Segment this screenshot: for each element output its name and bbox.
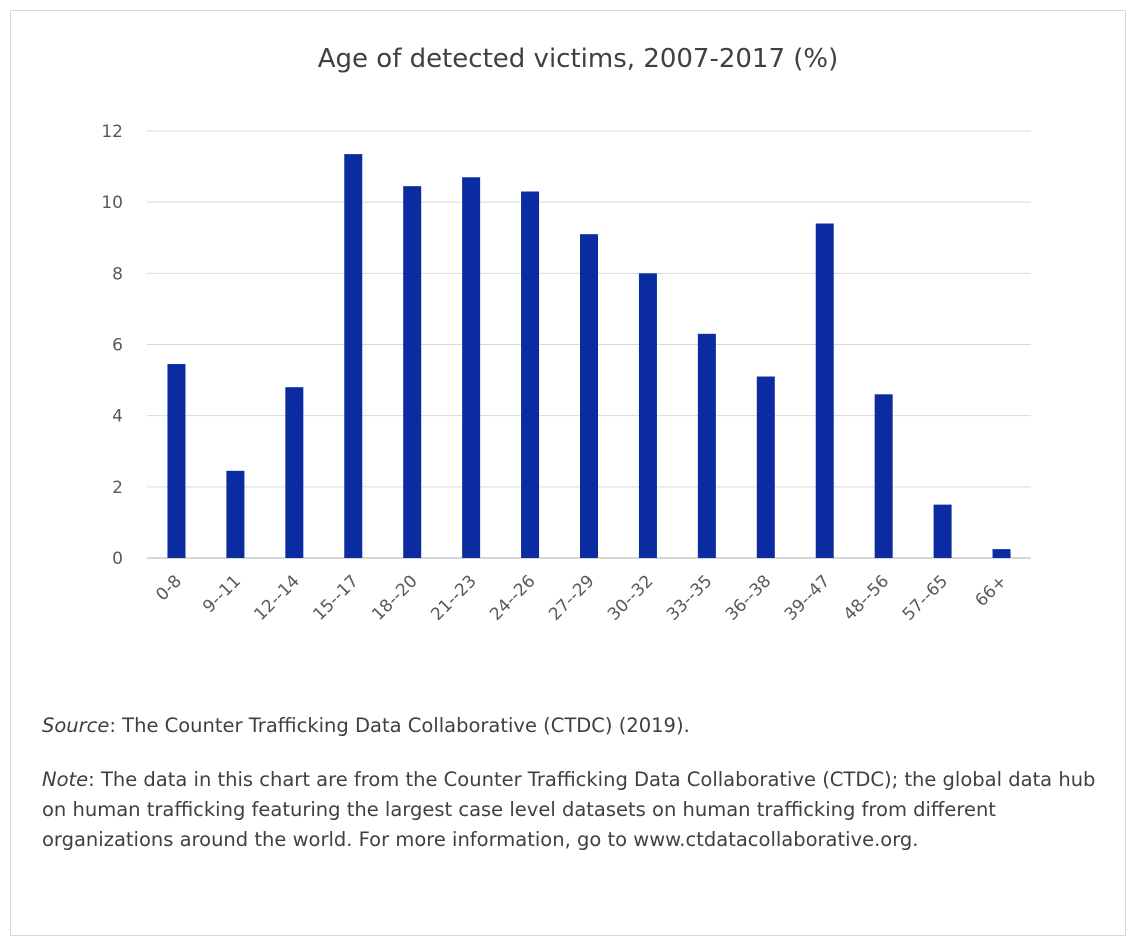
bar-30--32 bbox=[638, 273, 657, 558]
x-tick-label: 48--56 bbox=[840, 571, 893, 624]
bar-48--56 bbox=[874, 394, 893, 558]
bar-27--29 bbox=[580, 234, 598, 559]
source-text: : The Counter Trafficking Data Collabora… bbox=[109, 714, 690, 737]
x-tick-label: 39--47 bbox=[781, 571, 834, 624]
note-text: : The data in this chart are from the Co… bbox=[42, 768, 1096, 851]
x-tick-label: 21--23 bbox=[427, 571, 480, 624]
x-tick-label: 33--35 bbox=[663, 571, 716, 624]
x-tick-label: 66+ bbox=[972, 571, 1012, 611]
bar-18--20 bbox=[403, 186, 422, 558]
bar-57--65 bbox=[933, 504, 952, 558]
chart-frame: Age of detected victims, 2007-2017 (%) 0… bbox=[10, 10, 1126, 936]
chart-notes: Source: The Counter Trafficking Data Col… bbox=[42, 711, 1102, 879]
bar-24--26 bbox=[521, 191, 540, 558]
y-tick-label: 10 bbox=[101, 193, 123, 213]
bar-33--35 bbox=[697, 333, 716, 558]
bar-chart: Age of detected victims, 2007-2017 (%) 0… bbox=[101, 44, 1031, 625]
x-tick-label: 36--38 bbox=[722, 571, 775, 624]
bars bbox=[167, 154, 1011, 559]
bar-12--14 bbox=[285, 387, 304, 558]
source-note: Source: The Counter Trafficking Data Col… bbox=[42, 711, 1102, 741]
bar-39--47 bbox=[815, 223, 834, 558]
x-tick-label: 27--29 bbox=[545, 571, 598, 624]
y-tick-label: 12 bbox=[101, 122, 123, 142]
x-tick-label: 12--14 bbox=[250, 571, 303, 624]
x-tick-label: 0-8 bbox=[152, 571, 186, 605]
y-tick-label: 4 bbox=[112, 407, 123, 427]
x-tick-label: 57--65 bbox=[899, 571, 952, 624]
bar-36--38 bbox=[756, 376, 775, 558]
x-tick-label: 24--26 bbox=[486, 571, 539, 624]
y-tick-label: 0 bbox=[112, 549, 123, 569]
y-axis-ticks: 0 2 4 6 8 10 12 bbox=[101, 122, 123, 569]
bar-15--17 bbox=[344, 154, 363, 559]
x-tick-label: 18--20 bbox=[368, 571, 421, 624]
y-tick-label: 6 bbox=[112, 336, 123, 356]
x-axis-ticks: 0-8 9--11 12--14 15--17 18--20 21--23 24--26 27… bbox=[152, 571, 1011, 624]
bar-0-8 bbox=[167, 364, 186, 558]
x-tick-label: 9--11 bbox=[199, 571, 245, 617]
y-tick-label: 8 bbox=[112, 264, 123, 284]
bar-21--23 bbox=[462, 177, 481, 558]
source-label: Source bbox=[42, 714, 110, 737]
x-tick-label: 15--17 bbox=[309, 571, 362, 624]
note-label: Note bbox=[42, 768, 89, 791]
chart-title: Age of detected victims, 2007-2017 (%) bbox=[318, 44, 839, 74]
bar-9--11 bbox=[226, 470, 245, 558]
bar-66+ bbox=[992, 549, 1011, 558]
note-paragraph: Note: The data in this chart are from th… bbox=[42, 765, 1102, 855]
y-tick-label: 2 bbox=[112, 478, 123, 498]
x-tick-label: 30--32 bbox=[604, 571, 657, 624]
